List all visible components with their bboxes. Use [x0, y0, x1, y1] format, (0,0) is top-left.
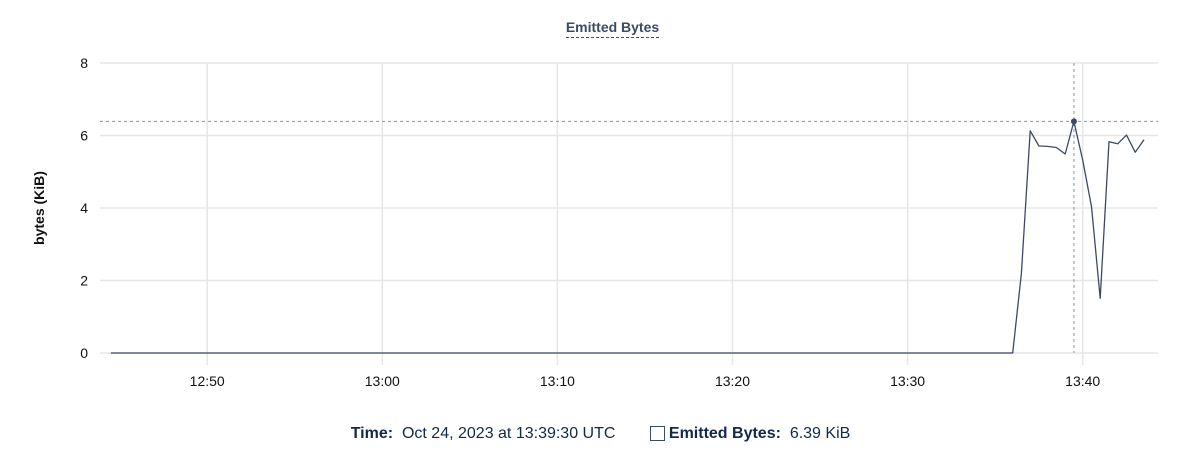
legend: Time: Oct 24, 2023 at 13:39:30 UTC Emitt… — [0, 425, 1201, 443]
x-tick-label: 13:10 — [540, 373, 575, 389]
legend-series-value: 6.39 KiB — [789, 425, 851, 442]
x-tick-label: 12:50 — [190, 373, 225, 389]
legend-series-label: Emitted Bytes: — [668, 425, 781, 442]
x-tick-label: 13:30 — [890, 373, 925, 389]
legend-time-value: Oct 24, 2023 at 13:39:30 UTC — [401, 425, 616, 442]
chart-title[interactable]: Emitted Bytes — [0, 19, 1201, 38]
x-tick-label: 13:00 — [365, 373, 400, 389]
legend-time-label: Time: — [350, 425, 394, 442]
y-tick-label: 2 — [80, 273, 88, 289]
chart-title-text[interactable]: Emitted Bytes — [565, 19, 660, 38]
series-toggle-checkbox[interactable] — [649, 426, 665, 441]
x-tick-label: 13:40 — [1065, 373, 1100, 389]
hover-point-marker — [1070, 118, 1077, 125]
series-line-emitted-bytes — [110, 120, 1145, 354]
x-tick-label: 13:20 — [715, 373, 750, 389]
y-tick-label: 0 — [80, 345, 88, 361]
y-tick-label: 8 — [80, 55, 88, 71]
y-tick-label: 4 — [80, 200, 88, 216]
y-axis-label: bytes (KiB) — [31, 171, 47, 245]
y-tick-label: 6 — [80, 128, 88, 144]
